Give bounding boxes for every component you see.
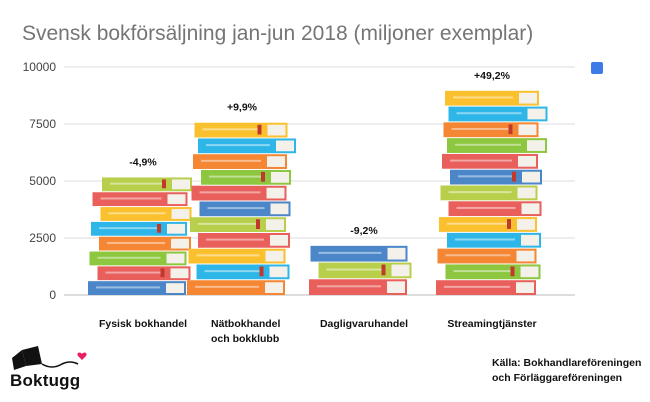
book — [191, 185, 287, 201]
y-axis-ticks: 0 2500 5000 7500 10000 — [23, 60, 57, 302]
book — [436, 280, 536, 295]
y-tick-label: 10000 — [23, 60, 57, 74]
book — [89, 251, 187, 266]
change-label: -4,9% — [129, 156, 157, 168]
book — [196, 264, 290, 280]
book — [447, 232, 541, 248]
book — [92, 192, 188, 207]
change-label: +49,2% — [474, 70, 511, 82]
source-line-2: och Förläggareföreningen — [492, 372, 623, 384]
book-stack-bar — [309, 245, 412, 295]
category-label-line: och bokklubb — [211, 333, 279, 345]
boktugg-logo: Boktugg — [8, 344, 118, 396]
change-label: -9,2% — [350, 225, 378, 237]
source-note: Källa: Bokhandlareföreningen och Förlägg… — [492, 356, 642, 386]
x-axis-categories: Fysisk bokhandel Nätbokhandel och bokklubb… — [99, 318, 537, 345]
book — [194, 122, 288, 138]
book — [442, 153, 538, 169]
category-label: Nätbokhandel och bokklubb — [211, 318, 281, 345]
y-tick-label: 5000 — [29, 174, 56, 188]
book — [198, 232, 290, 248]
change-label: +9,9% — [227, 102, 258, 114]
book — [437, 248, 537, 264]
logo-text: Boktugg — [10, 371, 81, 390]
category-label-line: Streamingtjänster — [447, 318, 536, 330]
book-stack-bar — [436, 90, 548, 295]
legend-swatch — [591, 62, 603, 74]
book — [445, 264, 541, 280]
book — [187, 280, 285, 295]
data-labels: -4,9% +9,9% -9,2% +49,2% — [129, 70, 510, 237]
book — [450, 169, 542, 185]
y-tick-label: 7500 — [29, 117, 56, 131]
book-stack-bar — [88, 177, 192, 295]
book — [448, 201, 542, 217]
category-label: Fysisk bokhandel — [99, 318, 187, 330]
category-label: Streamingtjänster — [447, 318, 536, 330]
book — [318, 262, 412, 279]
book — [443, 122, 539, 138]
book — [91, 221, 187, 236]
book — [439, 217, 537, 232]
book — [310, 245, 408, 262]
book — [447, 138, 547, 153]
y-tick-label: 0 — [49, 288, 56, 302]
source-line-1: Källa: Bokhandlareföreningen — [492, 357, 642, 369]
book — [88, 281, 186, 295]
category-label-line: Nätbokhandel — [211, 318, 281, 330]
book — [97, 266, 191, 281]
y-tick-label: 2500 — [29, 231, 56, 245]
book — [190, 217, 286, 232]
book — [199, 201, 291, 217]
book — [309, 279, 407, 295]
book-stack-bars — [88, 90, 548, 295]
category-label-line: Dagligvaruhandel — [320, 318, 408, 330]
book — [99, 236, 191, 251]
book — [445, 90, 539, 106]
book — [102, 177, 192, 192]
book — [198, 138, 296, 154]
book — [448, 106, 548, 122]
books-and-heart-icon — [12, 346, 87, 370]
book — [440, 185, 538, 201]
book-stack-bar — [187, 122, 296, 295]
book — [201, 169, 291, 185]
chart-title: Svensk bokförsäljning jan-jun 2018 (milj… — [22, 22, 533, 45]
book — [100, 207, 192, 221]
book — [193, 154, 287, 169]
book — [188, 248, 286, 264]
category-label-line: Fysisk bokhandel — [99, 318, 187, 330]
category-label: Dagligvaruhandel — [320, 318, 408, 330]
